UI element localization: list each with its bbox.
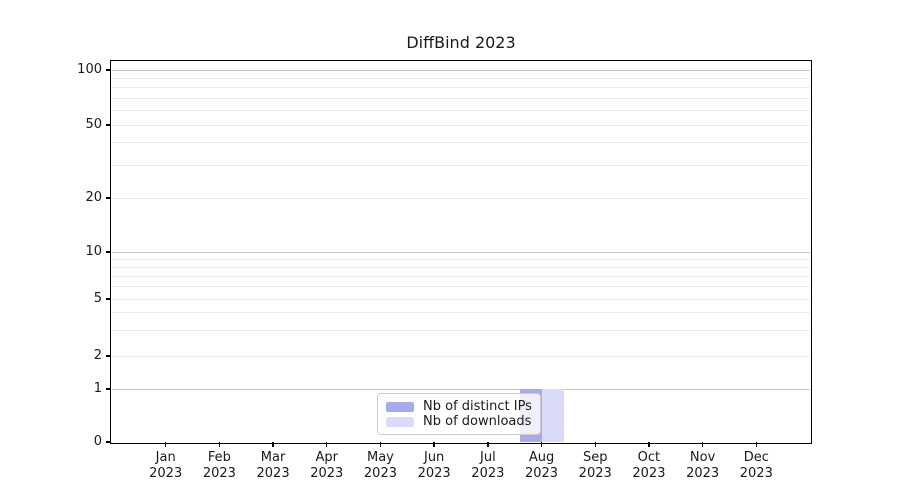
y-tick-label-10: 10 xyxy=(85,244,102,259)
gridline-y-3 xyxy=(112,330,810,332)
gridline-y-100 xyxy=(112,69,810,71)
gridline-y-7 xyxy=(112,275,810,277)
x-tick-month: Nov xyxy=(689,450,716,465)
x-tick-month: Sep xyxy=(582,450,608,465)
bar-downloads-aug xyxy=(541,389,564,442)
x-tick-label-jul: Jul 2023 xyxy=(456,450,520,482)
x-tick-year: 2023 xyxy=(149,466,183,481)
gridline-y-90 xyxy=(112,77,810,79)
gridline-y-40 xyxy=(112,142,810,144)
x-tick-mark-oct xyxy=(648,442,650,447)
x-tick-label-jan: Jan 2023 xyxy=(134,450,198,482)
x-tick-mark-may xyxy=(379,442,382,447)
plot-area: Nb of distinct IPs Nb of downloads xyxy=(110,60,812,444)
y-tick-mark-100 xyxy=(105,69,111,71)
chart-title: DiffBind 2023 xyxy=(406,33,516,52)
x-tick-mark-nov xyxy=(701,442,704,447)
x-tick-label-may: May 2023 xyxy=(348,450,412,482)
x-tick-month: Oct xyxy=(637,450,661,465)
x-tick-year: 2023 xyxy=(256,466,290,481)
gridline-y-20 xyxy=(112,197,810,199)
gridline-y-30 xyxy=(112,165,810,167)
x-tick-month: May xyxy=(367,450,394,465)
y-tick-mark-5 xyxy=(105,298,111,300)
y-tick-label-20: 20 xyxy=(85,190,102,205)
x-tick-mark-feb xyxy=(218,442,221,447)
gridline-y-60 xyxy=(112,110,810,112)
x-tick-label-feb: Feb 2023 xyxy=(187,450,251,482)
x-tick-mark-jan xyxy=(164,442,167,447)
gridline-y-6 xyxy=(112,286,810,288)
y-tick-label-1: 1 xyxy=(93,381,102,396)
x-tick-month: Aug xyxy=(528,450,555,465)
x-tick-mark-dec xyxy=(755,442,757,447)
y-tick-mark-20 xyxy=(105,197,111,199)
gridline-y-2 xyxy=(112,355,810,357)
x-tick-label-oct: Oct 2023 xyxy=(617,450,681,482)
gridline-y-1 xyxy=(112,388,810,390)
y-tick-label-0: 0 xyxy=(93,434,102,449)
x-tick-year: 2023 xyxy=(578,466,612,481)
gridline-y-5 xyxy=(112,298,810,300)
x-tick-month: Jun xyxy=(423,450,445,465)
x-tick-month: Dec xyxy=(743,450,769,465)
x-tick-month: Jan xyxy=(155,450,176,465)
x-tick-mark-sep xyxy=(594,442,596,447)
y-tick-mark-2 xyxy=(105,355,111,357)
x-tick-year: 2023 xyxy=(524,466,559,481)
legend-item-distinct-ips: Nb of distinct IPs xyxy=(386,399,532,414)
gridline-y-50 xyxy=(112,124,810,126)
x-tick-year: 2023 xyxy=(363,466,397,481)
x-tick-label-mar: Mar 2023 xyxy=(241,450,305,482)
x-tick-year: 2023 xyxy=(310,466,344,481)
x-tick-month: Feb xyxy=(207,450,231,465)
y-tick-label-100: 100 xyxy=(77,62,102,77)
x-tick-year: 2023 xyxy=(686,466,720,481)
x-tick-label-aug: Aug 2023 xyxy=(510,450,574,482)
x-tick-mark-aug xyxy=(540,442,543,447)
x-tick-label-sep: Sep 2023 xyxy=(563,450,627,482)
y-tick-label-50: 50 xyxy=(85,117,102,132)
legend-label-distinct-ips: Nb of distinct IPs xyxy=(423,399,532,414)
y-tick-label-2: 2 xyxy=(93,348,102,363)
x-tick-label-nov: Nov 2023 xyxy=(671,450,735,482)
y-tick-mark-10 xyxy=(105,251,111,253)
x-tick-mark-jun xyxy=(433,442,435,447)
x-tick-label-jun: Jun 2023 xyxy=(402,450,466,482)
y-tick-mark-50 xyxy=(105,124,111,126)
x-tick-mark-jul xyxy=(487,442,489,447)
x-tick-year: 2023 xyxy=(739,466,773,481)
x-tick-label-dec: Dec 2023 xyxy=(724,450,788,482)
x-tick-year: 2023 xyxy=(417,466,451,481)
y-tick-label-5: 5 xyxy=(93,291,102,306)
x-tick-label-apr: Apr 2023 xyxy=(295,450,359,482)
gridline-y-80 xyxy=(112,87,810,89)
gridline-y-10 xyxy=(112,251,810,253)
x-tick-month: Mar xyxy=(260,450,286,465)
x-tick-year: 2023 xyxy=(632,466,666,481)
x-tick-year: 2023 xyxy=(202,466,236,481)
y-tick-mark-0 xyxy=(105,441,111,443)
x-tick-year: 2023 xyxy=(471,466,505,481)
legend-swatch-distinct-ips-icon xyxy=(386,401,414,412)
gridline-y-8 xyxy=(112,266,810,268)
legend: Nb of distinct IPs Nb of downloads xyxy=(377,393,541,435)
gridline-y-70 xyxy=(112,97,810,99)
gridline-y-9 xyxy=(112,258,810,260)
x-tick-month: Apr xyxy=(315,450,339,465)
legend-item-downloads: Nb of downloads xyxy=(386,414,532,429)
x-tick-month: Jul xyxy=(480,450,496,465)
x-tick-mark-apr xyxy=(326,442,328,447)
legend-label-downloads: Nb of downloads xyxy=(423,414,532,429)
gridline-y-4 xyxy=(112,312,810,314)
legend-swatch-downloads-icon xyxy=(386,416,414,427)
x-tick-mark-mar xyxy=(272,442,274,447)
y-tick-mark-1 xyxy=(105,388,111,390)
